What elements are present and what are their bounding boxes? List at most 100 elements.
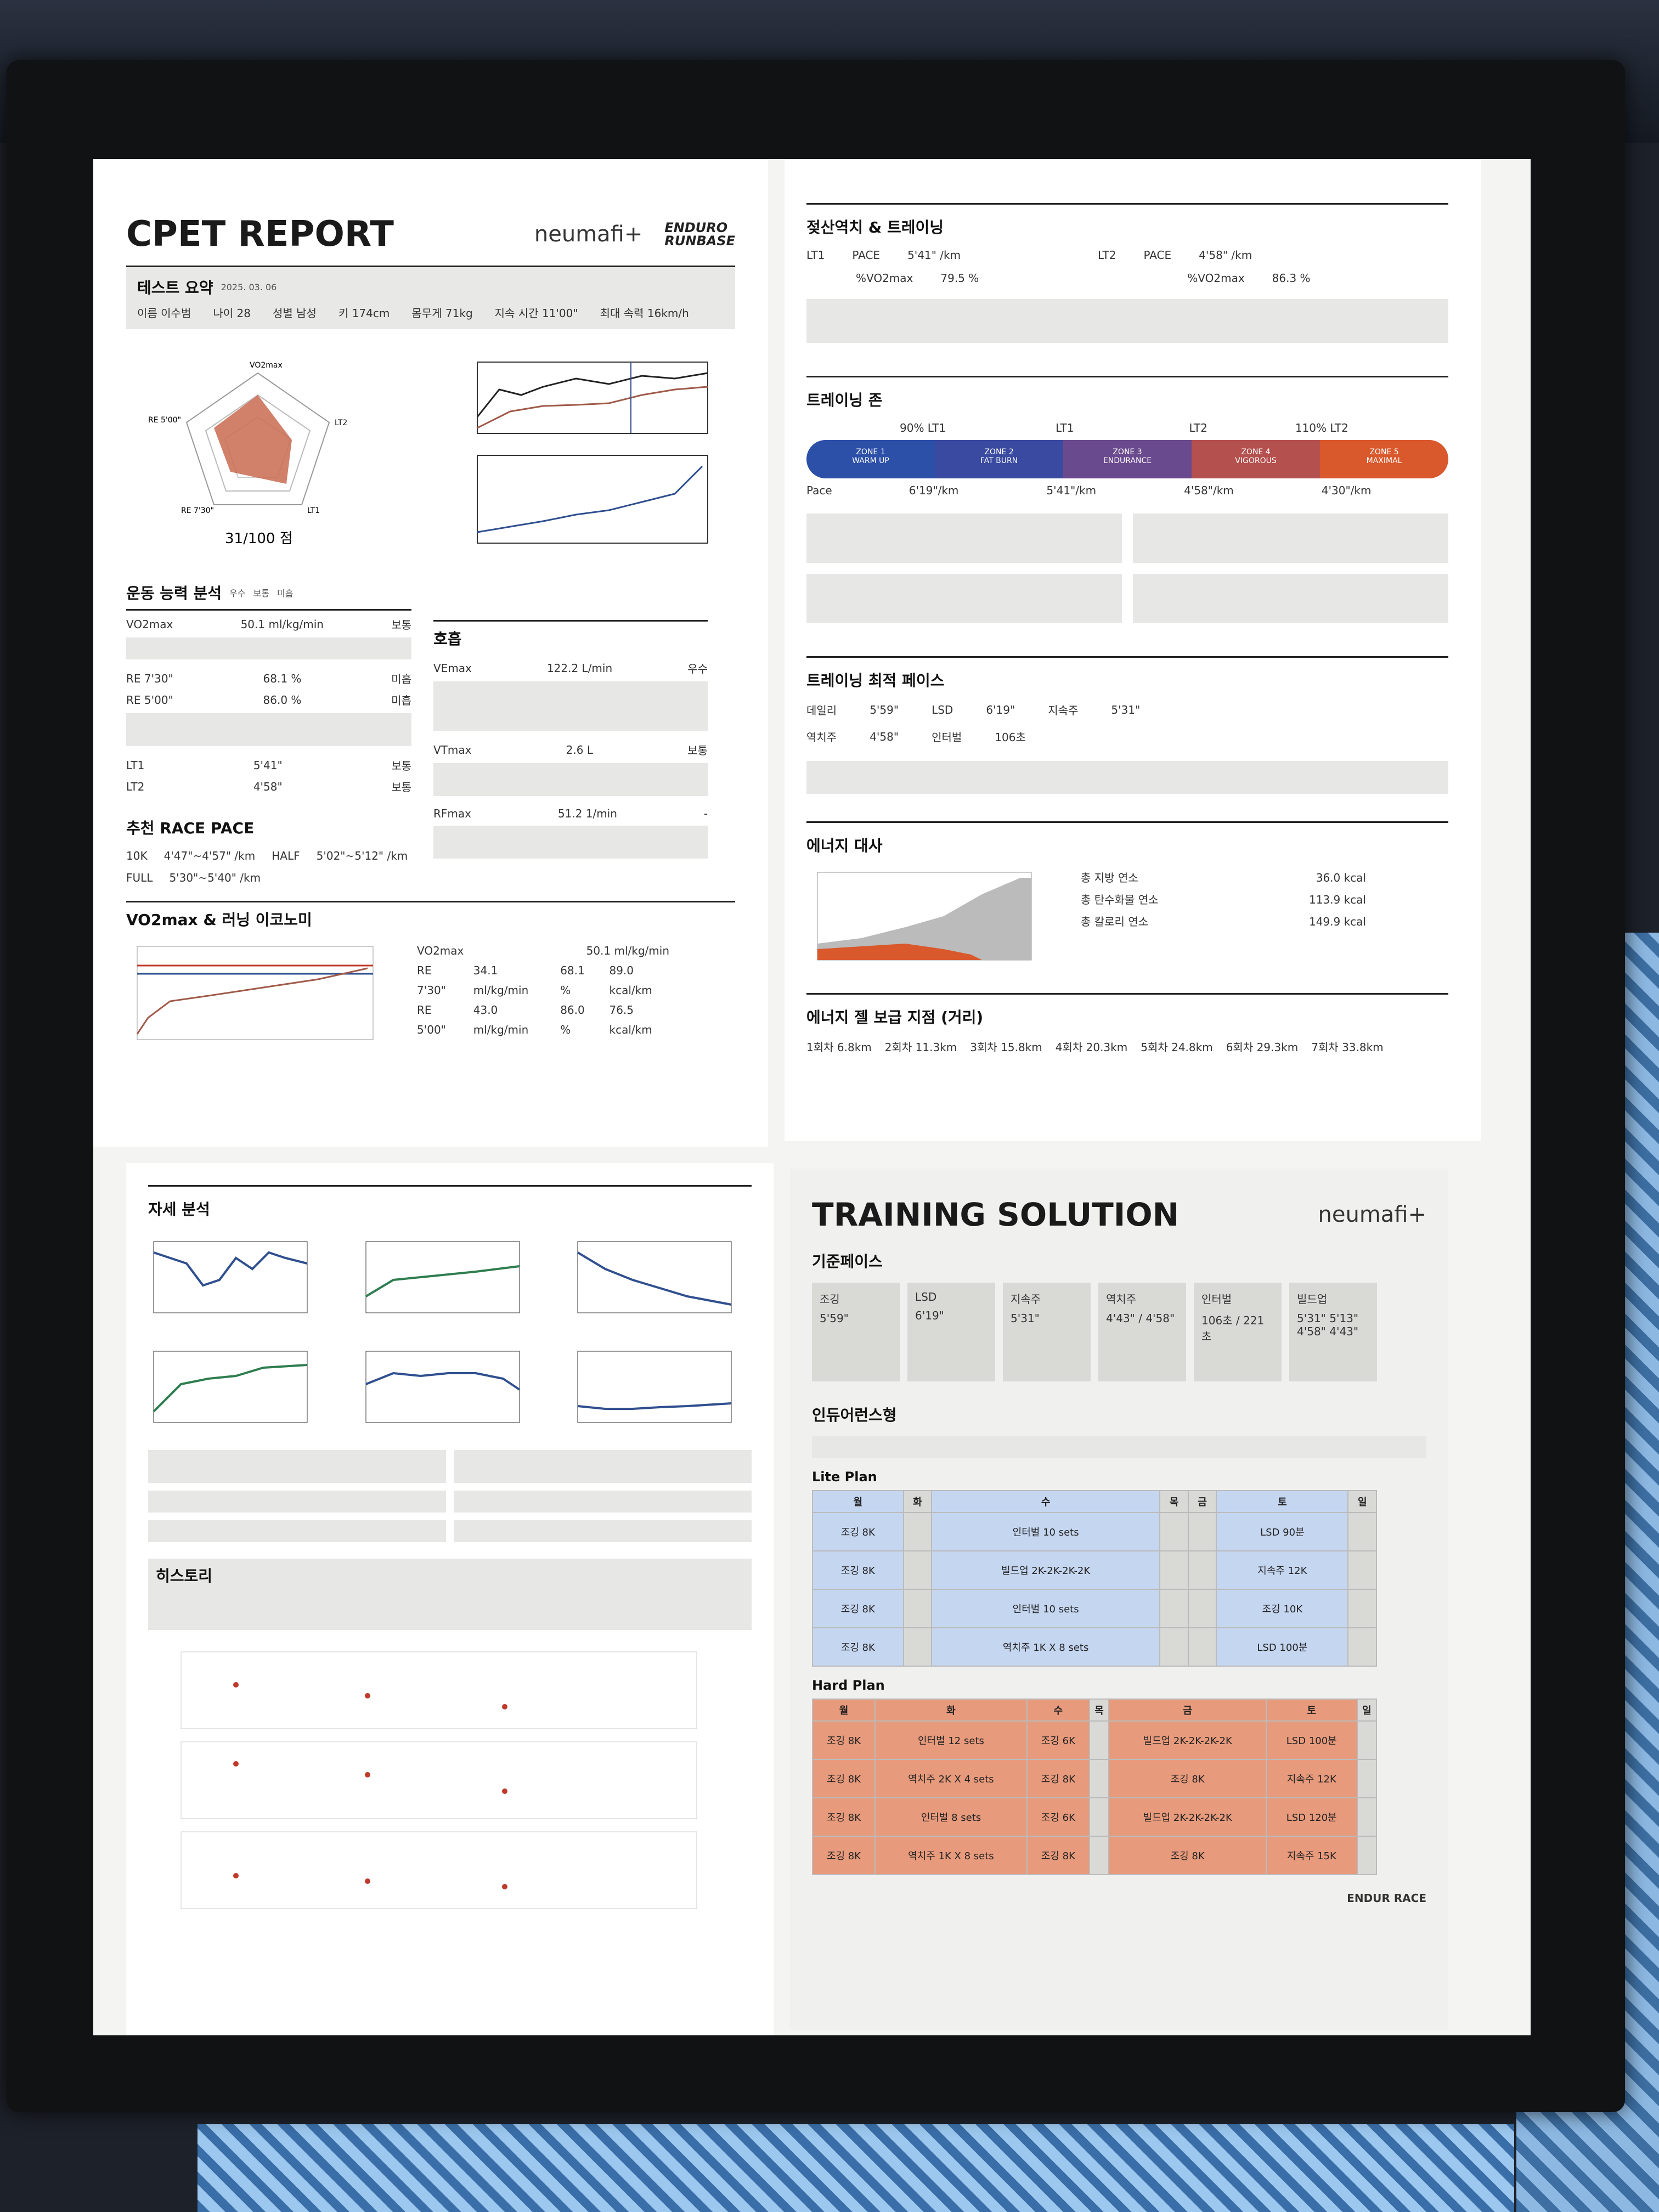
- plan-cell: [1187, 1512, 1217, 1551]
- ability-row: RE 5'00" 86.0 % 미흡: [126, 693, 411, 708]
- zone-marker: 90% LT1: [900, 421, 946, 435]
- posture-chart: [577, 1241, 732, 1313]
- history-chart-vo2: [180, 1651, 697, 1729]
- poster-frame: CPET REPORT neumafi+ ENDURO RUNBASE 테스트 …: [7, 60, 1625, 2112]
- optimal-value: 6'19": [986, 703, 1015, 716]
- plan-cell: LSD 100분: [1216, 1627, 1349, 1667]
- economy-value: 43.0 ml/kg/min: [473, 1003, 529, 1036]
- plan-cell: 지속주 12K: [1216, 1550, 1349, 1590]
- plan-cell: 조깅 8K: [811, 1720, 876, 1760]
- plan-cell: 조깅 8K: [812, 1627, 904, 1667]
- posture-panel: 자세 분석 히스토리: [126, 1163, 774, 2035]
- radar-label: LT2: [335, 419, 347, 427]
- optimal-label: 역치주: [806, 731, 837, 744]
- plan-cell: [902, 1627, 933, 1667]
- plan-cell: [1347, 1627, 1377, 1667]
- plan-cell: 빌드업 2K-2K-2K-2K: [930, 1550, 1161, 1590]
- economy-value: 86.0 %: [560, 1003, 585, 1036]
- day-header: 금: [1108, 1699, 1267, 1722]
- optimal-label: 지속주: [1048, 704, 1079, 717]
- plan-row: 조깅 8K 역치주 1K X 8 sets 조깅 8K 조깅 8K 지속주 15K: [811, 1836, 1377, 1875]
- training-solution-panel: TRAINING SOLUTION neumafi+ 기준페이스 조깅 5'59"…: [790, 1169, 1448, 2030]
- plan-cell: 조깅 8K: [812, 1589, 904, 1628]
- plan-cell: 인터벌 10 sets: [930, 1589, 1161, 1628]
- day-header: 목: [1088, 1699, 1110, 1722]
- zone-marker: 110% LT2: [1295, 421, 1348, 435]
- vt-rf-chart: [476, 362, 708, 434]
- day-header: 월: [811, 1699, 876, 1722]
- ability-heading: 운동 능력 분석: [126, 584, 222, 602]
- plan-cell: [902, 1550, 933, 1590]
- zone-segment: ZONE 5 MAXIMAL: [1320, 440, 1448, 478]
- plan-cell: [1159, 1589, 1189, 1628]
- plan-cell: [1356, 1797, 1377, 1837]
- poster-mat: CPET REPORT neumafi+ ENDURO RUNBASE 테스트 …: [93, 159, 1531, 2035]
- radar-label-top: VO2max: [250, 361, 283, 370]
- history-heading: 히스토리: [156, 1567, 213, 1585]
- gel-heading: 에너지 젤 보급 지점 (거리): [806, 1008, 984, 1026]
- energy-value: 113.9 kcal: [1308, 893, 1366, 906]
- gel-point: 4회차 20.3km: [1055, 1041, 1128, 1054]
- cpet-report-panel: CPET REPORT neumafi+ ENDURO RUNBASE 테스트 …: [93, 159, 768, 1147]
- ability-row: VO2max 50.1 ml/kg/min 보통: [126, 617, 411, 632]
- lt-training-panel: 젖산역치 & 트레이닝 LT1 PACE 5'41" /km LT2 PACE 4'58…: [785, 159, 1481, 1141]
- plan-cell: 지속주 15K: [1266, 1836, 1358, 1875]
- posture-heading: 자세 분석: [148, 1200, 210, 1218]
- energy-value: 149.9 kcal: [1308, 915, 1366, 928]
- economy-chart: [136, 946, 374, 1040]
- summary-field: 나이 28: [213, 307, 251, 320]
- plan-cell: 인터벌 12 sets: [874, 1720, 1028, 1760]
- economy-heading: VO2max & 러닝 이코노미: [126, 911, 312, 929]
- radar-label: RE 5'00": [148, 416, 181, 425]
- plan-cell: LSD 90분: [1216, 1512, 1349, 1551]
- plan-cell: 조깅 8K: [1026, 1759, 1090, 1798]
- plan-cell: [1088, 1836, 1110, 1875]
- legend-item: 우수: [229, 588, 246, 599]
- plan-row: 조깅 8K 역치주 1K X 8 sets LSD 100분: [812, 1627, 1377, 1667]
- plan-cell: 조깅 8K: [812, 1512, 904, 1551]
- legend-item: 미흡: [276, 588, 294, 599]
- type-heading: 인듀어런스형: [812, 1406, 897, 1424]
- fence-background-bottom: [198, 2124, 1514, 2212]
- summary-field: 성별 남성: [272, 307, 317, 320]
- plan-row: 조깅 8K 인터벌 10 sets LSD 90분: [812, 1512, 1377, 1551]
- plan-cell: 조깅 6K: [1026, 1720, 1090, 1760]
- zone-pace: Pace: [806, 484, 832, 497]
- breath-row: VTmax 2.6 L 보통: [433, 743, 708, 758]
- zone-segment: ZONE 1 WARM UP: [806, 440, 935, 478]
- optimal-value: 5'31": [1111, 703, 1141, 716]
- summary-box: 테스트 요약 2025. 03. 06 이름 이수범 나이 28 성별 남성 키…: [126, 267, 735, 329]
- race-value: 4'47"~4'57" /km: [163, 849, 256, 862]
- energy-heading: 에너지 대사: [806, 837, 883, 855]
- day-header: 월: [812, 1490, 904, 1513]
- gel-point: 7회차 33.8km: [1311, 1041, 1384, 1054]
- gel-point: 3회차 15.8km: [970, 1041, 1042, 1054]
- summary-field: 지속 시간 11'00": [494, 307, 578, 320]
- gel-point: 2회차 11.3km: [884, 1041, 957, 1054]
- lite-plan-heading: Lite Plan: [812, 1469, 877, 1485]
- lt-heading: 젖산역치 & 트레이닝: [806, 218, 944, 236]
- plan-row: 조깅 8K 인터벌 12 sets 조깅 6K 빌드업 2K-2K-2K-2K LSD …: [811, 1720, 1377, 1760]
- plan-cell: 인터벌 8 sets: [874, 1797, 1028, 1837]
- energy-label: 총 탄수화물 연소: [1081, 893, 1159, 906]
- zone-pace: 5'41"/km: [1046, 484, 1097, 497]
- plan-cell: [1088, 1759, 1110, 1798]
- posture-chart: [365, 1241, 520, 1313]
- summary-field: 키 174cm: [338, 307, 390, 320]
- plan-cell: LSD 120분: [1266, 1797, 1358, 1837]
- plan-cell: 조깅 8K: [812, 1550, 904, 1590]
- posture-chart: [153, 1351, 308, 1423]
- zone-pace: 4'58"/km: [1184, 484, 1234, 497]
- solution-brand: neumafi+: [1318, 1202, 1427, 1227]
- zone-segment: ZONE 3 ENDURANCE: [1063, 440, 1192, 478]
- zone-marker: LT1: [1056, 421, 1074, 435]
- plan-cell: [1356, 1759, 1377, 1798]
- lt1-pace: 5'41" /km: [907, 249, 961, 262]
- plan-cell: 역치주 1K X 8 sets: [930, 1627, 1161, 1667]
- footer-logo: ENDUR RACE: [1347, 1892, 1426, 1905]
- lt1-vo2: 79.5 %: [940, 272, 979, 285]
- race-pace-heading: 추천 RACE PACE: [126, 819, 255, 837]
- gel-point: 1회차 6.8km: [806, 1041, 872, 1054]
- race-label: 10K: [126, 849, 148, 862]
